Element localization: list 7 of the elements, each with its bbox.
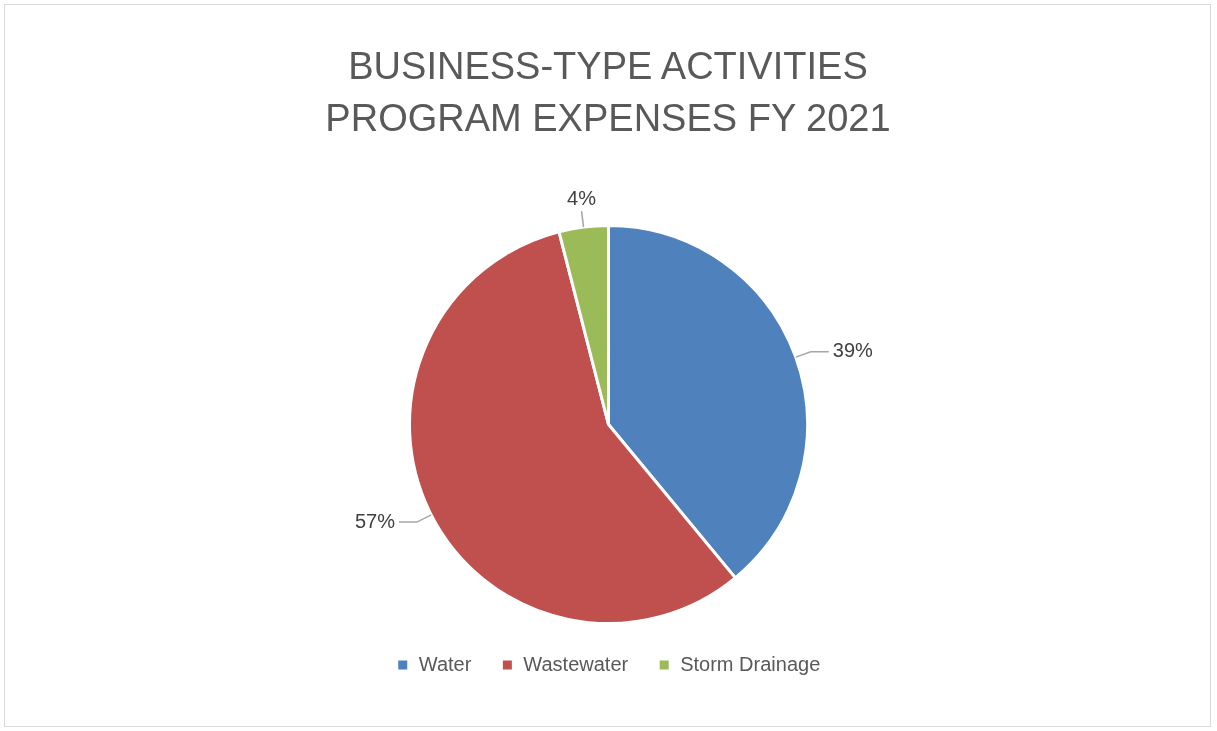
data-label: 57% xyxy=(354,509,396,532)
data-label: 39% xyxy=(832,339,874,362)
data-label: 4% xyxy=(567,186,597,209)
legend-label: Wastewater xyxy=(523,652,629,675)
legend-label: Storm Drainage xyxy=(680,652,821,675)
chart-title: BUSINESS-TYPE ACTIVITIES PROGRAM EXPENSES FY 2021 xyxy=(324,44,892,141)
legend-label: Water xyxy=(418,652,472,675)
